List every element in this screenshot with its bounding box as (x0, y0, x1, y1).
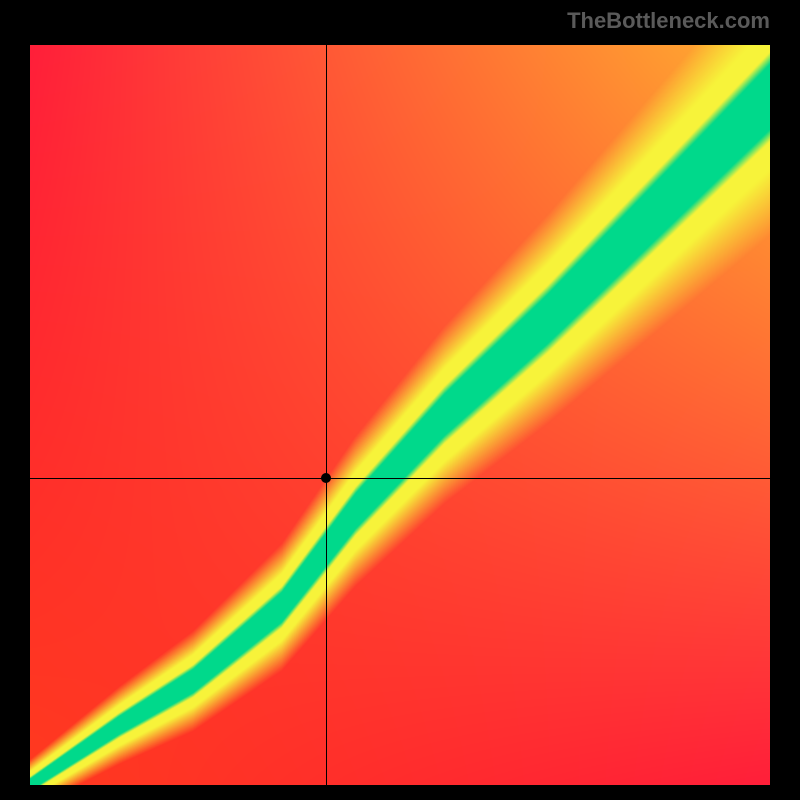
heatmap-canvas (30, 45, 770, 785)
crosshair-vertical (326, 45, 327, 785)
data-point-marker (321, 473, 331, 483)
watermark-text: TheBottleneck.com (567, 8, 770, 34)
plot-area (30, 45, 770, 785)
chart-container: { "watermark": "TheBottleneck.com", "cha… (0, 0, 800, 800)
crosshair-horizontal (30, 478, 770, 479)
